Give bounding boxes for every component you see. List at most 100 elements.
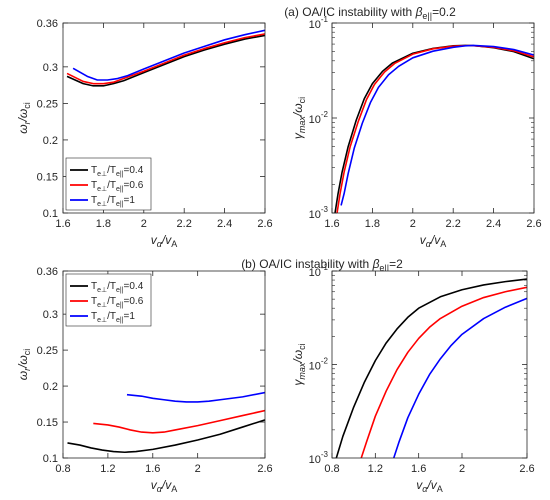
- x-tick-label: 1.2: [100, 463, 115, 475]
- axes-box: [62, 22, 266, 214]
- y-tick-label: 10-2: [309, 357, 329, 373]
- legend-label-sub2: e||: [116, 302, 124, 309]
- y-tick-label: 0.1: [43, 208, 58, 220]
- y-tick-label: 0.2: [43, 381, 58, 393]
- x-tick-label: 2: [195, 463, 201, 475]
- legend-label-mid: /T: [107, 296, 116, 307]
- axes-box: [62, 270, 266, 459]
- x-axis-label-sub2: A: [440, 239, 446, 249]
- y-axis-label-mid: /ω: [291, 350, 305, 364]
- x-tick-label: 2.4: [486, 218, 501, 230]
- x-axis-label-main: v: [151, 478, 158, 492]
- legend-label-main: T: [91, 311, 97, 322]
- legend: Te⊥/Te||=0.4Te⊥/Te||=0.6Te⊥/Te||=1: [65, 157, 152, 211]
- x-axis-label-mid: /v: [426, 478, 437, 492]
- legend-label-main: T: [91, 281, 97, 292]
- x-tick-label: 2.2: [446, 218, 461, 230]
- x-tick-label: 0.8: [324, 463, 339, 475]
- y-axis-label-sub1: max: [297, 362, 307, 380]
- y-axis-label-mid: /ω: [291, 103, 305, 117]
- legend-label: Te⊥/Te||=1: [91, 311, 135, 324]
- x-tick-label: 1.6: [324, 218, 339, 230]
- x-tick-label: 2: [141, 218, 147, 230]
- plot-a-left: 1.6 1.8 2 2.2 2.4 2.60.10.150.20.250.30.36vα/…: [16, 18, 273, 249]
- y-tick-label: 10-2: [309, 110, 329, 126]
- x-axis-label-sub1: α: [157, 239, 163, 249]
- plot-b-left: 0.8 1.2 1.6 2 2.60.10.150.20.250.30.36vα/vAω…: [16, 266, 273, 494]
- y-tick-label: 0.25: [37, 98, 58, 110]
- legend-label-sub2: e||: [116, 171, 124, 178]
- x-tick-label: 2: [410, 218, 416, 230]
- x-axis-label-mid: /v: [430, 233, 441, 247]
- legend-label-sub1: e⊥: [97, 287, 107, 294]
- legend-label-value: =1: [124, 195, 136, 206]
- y-axis-label-sub2: ci: [297, 97, 307, 104]
- series-line: [392, 297, 527, 458]
- x-axis-label-sub1: α: [157, 484, 163, 494]
- x-axis-label-main: v: [416, 478, 423, 492]
- x-tick-label: 1.6: [55, 218, 70, 230]
- x-tick-label: 2: [459, 463, 465, 475]
- y-axis-label: γmax/ωci: [291, 97, 307, 139]
- plot-a-right: 1.6 1.8 2 2.2 2.4 2.610-310-210-1vα/vAγmax/ωc…: [291, 15, 542, 249]
- x-axis-label-sub1: α: [426, 239, 432, 249]
- y-tick-label-base: 10: [309, 19, 321, 31]
- y-tick-label: 0.15: [37, 417, 58, 429]
- panel-title-b-beta: β: [372, 257, 380, 271]
- y-tick-label-base: 10: [309, 267, 321, 279]
- y-tick-label: 0.36: [37, 18, 58, 30]
- y-tick-label-exp: -3: [321, 450, 329, 459]
- x-axis-label-mid: /v: [161, 233, 172, 247]
- y-tick-label-exp: -3: [321, 205, 329, 214]
- x-tick-label: 2.6: [257, 218, 272, 230]
- y-tick-label-base: 10: [309, 114, 321, 126]
- y-axis-label-mid: /ω: [16, 109, 30, 123]
- series-line: [340, 44, 534, 206]
- panel-title-a-beta: β: [415, 5, 423, 19]
- legend-label-sub2: e||: [116, 201, 124, 208]
- y-tick-label-exp: -2: [321, 110, 329, 119]
- y-axis-label: ωr/ωci: [16, 349, 32, 381]
- y-tick-label-base: 10: [309, 361, 321, 373]
- y-tick-label-exp: -1: [321, 263, 329, 272]
- legend-box: [65, 157, 152, 211]
- series-line: [66, 34, 265, 87]
- x-tick-label: 2.6: [519, 463, 534, 475]
- x-tick-label: 1.8: [365, 218, 380, 230]
- legend-label-value: =0.4: [124, 281, 144, 292]
- y-tick-label: 10-1: [309, 15, 329, 31]
- x-tick-label: 2.6: [257, 463, 272, 475]
- y-tick-label: 0.36: [37, 266, 58, 278]
- y-tick-label-base: 10: [309, 209, 321, 221]
- legend-label-sub1: e⊥: [97, 171, 107, 178]
- panel-title-a-sub: e||: [422, 11, 432, 21]
- legend-label: Te⊥/Te||=0.6: [91, 296, 144, 309]
- legend: Te⊥/Te||=0.4Te⊥/Te||=0.6Te⊥/Te||=1: [65, 273, 152, 327]
- plot-area: [332, 23, 534, 213]
- y-tick-label: 10-1: [309, 263, 329, 279]
- x-tick-label: 1.6: [411, 463, 426, 475]
- legend-label: Te⊥/Te||=0.4: [91, 281, 144, 294]
- legend-label-sub2: e||: [116, 186, 124, 193]
- legend-label-sub1: e⊥: [97, 201, 107, 208]
- x-axis-label-main: v: [420, 233, 427, 247]
- legend-label-sub1: e⊥: [97, 302, 107, 309]
- legend-label-main: T: [91, 195, 97, 206]
- axes-box: [331, 22, 535, 214]
- legend-label: Te⊥/Te||=0.4: [91, 165, 144, 178]
- panel-title-b-suffix: =2: [389, 257, 403, 271]
- y-tick-label: 0.3: [43, 309, 58, 321]
- panel-title-b-prefix: (b) OA/IC instability with: [241, 257, 372, 271]
- panel-title-a-suffix: =0.2: [432, 5, 456, 19]
- y-axis-label-sub2: ci: [22, 349, 32, 356]
- legend-label: Te⊥/Te||=0.6: [91, 180, 144, 193]
- x-tick-label: 1.2: [368, 463, 383, 475]
- legend-label-sub2: e||: [116, 287, 124, 294]
- x-axis-label-sub2: A: [171, 484, 177, 494]
- series-line: [67, 419, 265, 454]
- panel-title-b-sub: e||: [379, 263, 389, 273]
- y-axis-label-main: γ: [291, 379, 305, 386]
- legend-label-mid: /T: [107, 311, 116, 322]
